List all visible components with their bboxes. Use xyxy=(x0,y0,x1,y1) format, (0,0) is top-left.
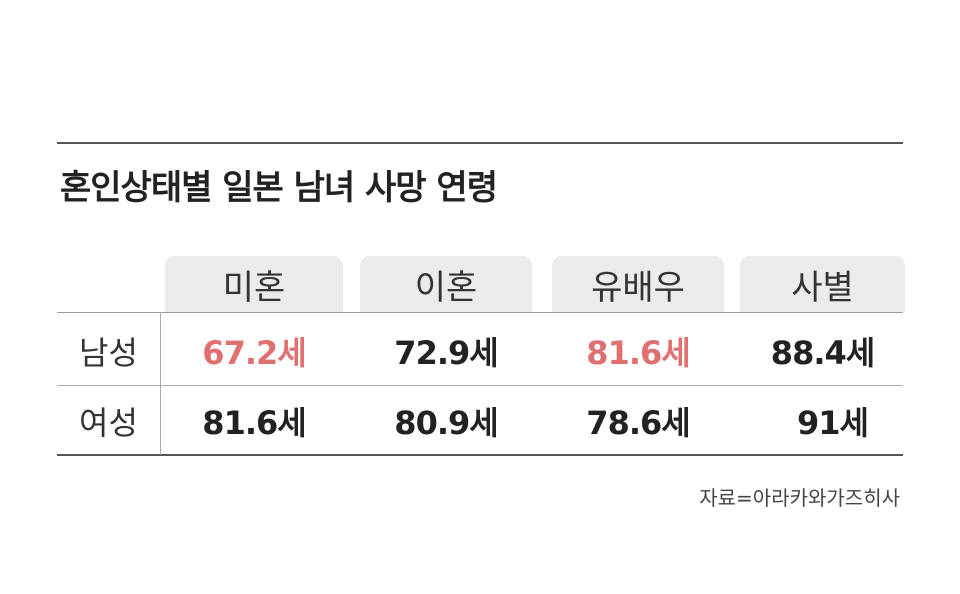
cell: 91세 xyxy=(797,404,869,442)
header-rule xyxy=(57,312,903,313)
cell: 72.9세 xyxy=(394,334,498,372)
column-header: 이혼 xyxy=(360,256,532,312)
title: 혼인상태별 일본 남녀 사망 연령 xyxy=(60,168,498,208)
column-rule xyxy=(160,312,161,455)
column-header: 사별 xyxy=(740,256,905,312)
cell: 81.6세 xyxy=(586,334,690,372)
column-header: 미혼 xyxy=(165,256,343,312)
source: 자료=아라카와가즈히사 xyxy=(699,486,900,510)
cell: 81.6세 xyxy=(202,404,306,442)
bottom-rule xyxy=(57,454,903,456)
cell: 67.2세 xyxy=(202,334,306,372)
cell: 80.9세 xyxy=(394,404,498,442)
top-rule xyxy=(57,142,903,144)
row-label: 여성 xyxy=(79,404,138,442)
row-label: 남성 xyxy=(79,334,138,372)
cell: 88.4세 xyxy=(770,334,875,372)
row-rule xyxy=(57,385,903,386)
column-header: 유배우 xyxy=(552,256,724,312)
cell: 78.6세 xyxy=(586,404,690,442)
